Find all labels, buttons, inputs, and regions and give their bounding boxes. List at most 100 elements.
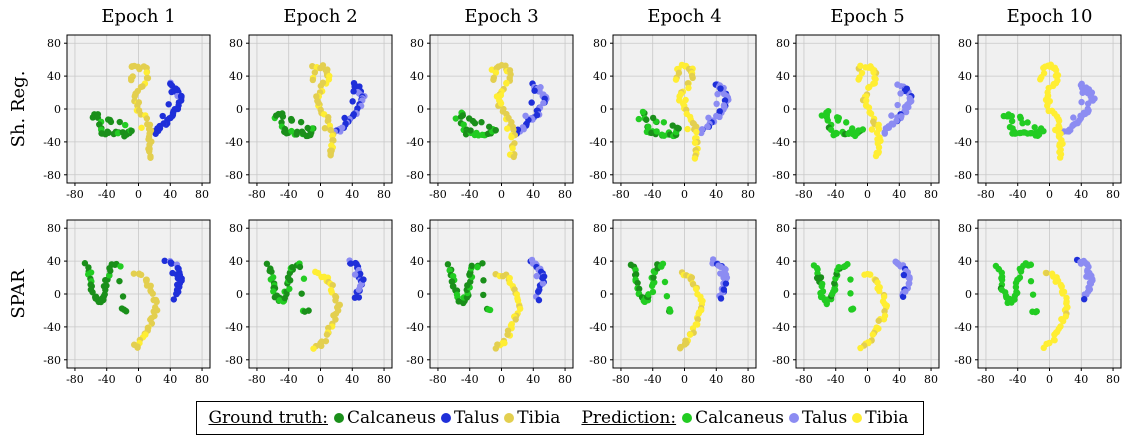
gt-talus-point: [159, 112, 166, 120]
y-tick-label: 0: [417, 288, 424, 301]
column-title-4: Epoch 4: [647, 6, 721, 27]
x-tick-label: 80: [741, 373, 755, 386]
pred-talus-point: [713, 112, 720, 120]
legend-pred-calcaneus-label: Calcaneus: [695, 408, 785, 428]
pred-tibia-point: [867, 271, 874, 278]
pred-tibia-point: [503, 79, 510, 87]
y-tick-label: -80: [954, 169, 972, 182]
y-tick-label: 0: [783, 103, 790, 116]
pred-tibia-point: [504, 125, 511, 132]
x-tick-label: 80: [1106, 188, 1120, 201]
pred-talus-point: [704, 123, 711, 130]
pred-calcaneus-point: [661, 278, 669, 286]
gt-talus-point: [341, 114, 348, 122]
pred-calcaneus-point: [1029, 291, 1037, 298]
pred-calcaneus-point: [1040, 127, 1047, 135]
y-tick-label: 80: [410, 37, 424, 50]
gt-calcaneus-point: [631, 271, 639, 279]
gt-talus-point: [720, 286, 728, 293]
gt-calcaneus-point: [478, 119, 485, 126]
y-tick-label: 40: [410, 255, 424, 268]
x-tick-label: -80: [977, 373, 995, 386]
gt-tibia-point: [510, 126, 517, 133]
gt-tibia-point: [332, 297, 339, 304]
x-tick-label: 40: [163, 373, 177, 386]
y-tick-label: -40: [772, 136, 790, 149]
pred-talus-point: [1085, 86, 1093, 93]
pred-talus-point: [351, 271, 359, 278]
pred-calcaneus-point: [1031, 124, 1038, 131]
gt-calcaneus-point: [116, 277, 123, 285]
scatter-points-r1-c2: [271, 62, 368, 159]
gt-talus-point: [351, 294, 359, 301]
pred-tibia-point: [310, 345, 317, 352]
pred-calcaneus-point: [452, 115, 460, 122]
x-tick-label: -80: [795, 373, 813, 386]
pred-tibia-point: [855, 76, 862, 83]
gt-tibia-point: [153, 298, 160, 306]
y-tick-label: 40: [47, 255, 61, 268]
gt-calcaneus-point: [297, 118, 305, 126]
x-tick-label: -40: [827, 188, 845, 201]
pred-talus-point: [705, 114, 712, 121]
gt-tibia-point: [149, 290, 156, 297]
pred-tibia-point: [497, 100, 505, 107]
x-tick-label: 0: [1046, 373, 1053, 386]
gt-calcaneus-point: [669, 122, 676, 129]
gt-tibia-point: [143, 115, 151, 122]
gt-tibia-point: [504, 331, 511, 338]
gt-talus-point: [347, 260, 354, 267]
pred-talus-point: [717, 270, 724, 277]
y-tick-label: -40: [406, 136, 424, 149]
pred-calcaneus-point: [645, 123, 652, 130]
gt-tibia-point: [143, 74, 151, 82]
x-tick-label: -40: [1009, 188, 1027, 201]
pred-tibia-point: [1052, 126, 1059, 134]
x-tick-label: 0: [135, 188, 142, 201]
gt-tibia-point: [135, 99, 143, 106]
x-tick-label: -40: [461, 373, 479, 386]
gt-tibia-point: [327, 152, 334, 159]
pred-calcaneus-point: [300, 275, 308, 282]
gt-talus-point: [535, 288, 542, 295]
scatter-points-r1-c6: [1000, 61, 1098, 161]
x-tick-label: 80: [558, 373, 572, 386]
x-tick-label: -40: [98, 373, 116, 386]
y-tick-label: -40: [772, 321, 790, 334]
pred-calcaneus-point: [660, 119, 668, 126]
pred-talus-point: [1079, 89, 1086, 96]
x-tick-label: -80: [429, 188, 447, 201]
pred-tibia-point: [506, 274, 513, 282]
gt-tibia-point: [317, 82, 325, 90]
scatter-points-r2-c1: [81, 257, 185, 351]
gt-talus-point: [528, 99, 535, 106]
y-tick-label: 0: [236, 288, 243, 301]
gt-calcaneus-point: [119, 293, 127, 300]
gt-calcaneus-point: [465, 115, 473, 122]
y-tick-label: 0: [965, 103, 972, 116]
pred-tibia-point: [869, 331, 876, 338]
pred-tibia-point: [1056, 154, 1064, 161]
gt-calcaneus-point: [263, 260, 271, 267]
x-tick-label: 80: [195, 373, 209, 386]
x-tick-label: 40: [526, 373, 540, 386]
gt-calcaneus-point: [304, 124, 311, 132]
pred-calcaneus-point: [859, 126, 867, 133]
gt-tibia-point: [689, 74, 696, 82]
y-tick-label: 0: [600, 103, 607, 116]
gt-calcaneus-point: [89, 289, 96, 296]
pred-calcaneus-point: [649, 288, 657, 296]
gt-calcaneus-point: [468, 262, 475, 270]
figure-canvas: Epoch 1 Epoch 2 Epoch 3 Epoch 4 Epoch 5 Epoch…: [8, 6, 1122, 386]
gt-tibia-point: [130, 270, 138, 277]
y-tick-label: 80: [229, 37, 243, 50]
gt-calcaneus-point: [287, 115, 295, 123]
gt-tibia-point: [318, 342, 325, 350]
x-tick-label: 0: [317, 373, 324, 386]
pred-tibia-point: [691, 139, 699, 146]
y-tick-label: 80: [47, 222, 61, 235]
x-tick-label: 0: [317, 188, 324, 201]
pred-tibia-point: [872, 152, 880, 160]
pred-talus-point: [1070, 114, 1077, 121]
pred-calcaneus-point: [1008, 112, 1015, 120]
